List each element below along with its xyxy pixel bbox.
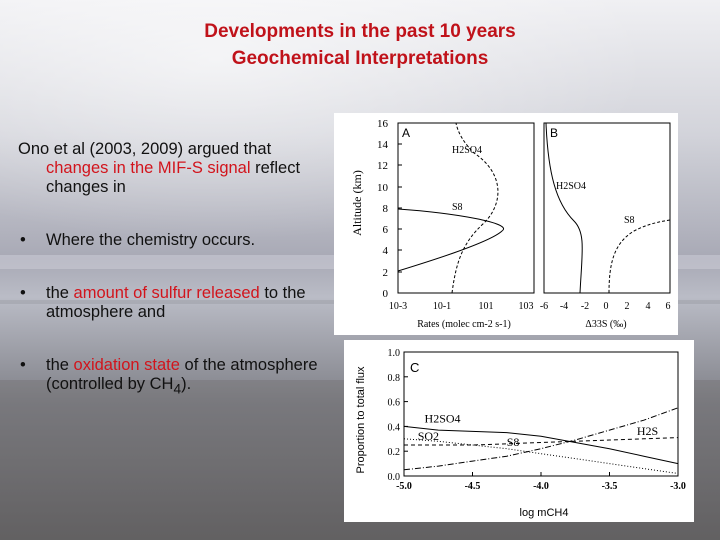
a-x-axis-label: Rates (molec cm-2 s-1) <box>417 319 511 330</box>
series-label-h2s: H2S <box>637 424 658 438</box>
intro-highlight: changes in the MIF-S signal <box>46 159 251 177</box>
intro-text: Ono et al (2003, 2009) argued that <box>18 140 272 158</box>
panel-a-s8-label: S8 <box>452 202 463 213</box>
b-x-tick-label: 4 <box>646 301 651 312</box>
y-tick-label: 0 <box>383 288 389 300</box>
x-tick-label: -4.0 <box>533 481 549 492</box>
a-x-tick-label: 101 <box>479 301 494 312</box>
title-line-1: Developments in the past 10 years <box>204 21 516 42</box>
y-tick-label: 0.8 <box>388 373 401 384</box>
y-tick-label: 6 <box>383 224 389 236</box>
bullet-dot: • <box>20 284 26 302</box>
b-x-axis-label: Δ33S (‰) <box>585 319 626 330</box>
b-x-tick-label: -4 <box>560 301 568 312</box>
a-x-tick-label: 10-3 <box>389 301 407 312</box>
y-tick-label: 1.0 <box>388 348 401 359</box>
b-x-tick-label: -6 <box>540 301 548 312</box>
b-x-tick-label: 2 <box>625 301 630 312</box>
bullet-subscript: 4 <box>173 381 182 397</box>
y-tick-label: 10 <box>377 182 389 194</box>
bullet-text-end: to the atmosphere and <box>46 284 306 321</box>
series-line-h2s <box>403 407 679 471</box>
bullet-dot: • <box>20 231 26 249</box>
bullet-text-end: ). <box>181 375 192 393</box>
intro-text-end: reflect changes in <box>46 159 301 196</box>
series-label-s8: S8 <box>507 435 520 449</box>
x-tick-label: -3.5 <box>602 481 618 492</box>
y-tick-label: 8 <box>383 203 389 215</box>
x-tick-label: -5.0 <box>396 481 412 492</box>
series-label-so2: SO2 <box>418 429 439 443</box>
title-line-2: Geochemical Interpretations <box>231 48 489 69</box>
flux-chart: Proportion to total flux log mCH4 C -5.0… <box>355 348 686 519</box>
x-tick-label: -4.5 <box>465 481 481 492</box>
y-tick-label: 0.6 <box>388 398 401 409</box>
panel-a-letter: A <box>402 126 410 140</box>
bullet-text: the <box>46 284 74 302</box>
series-line-so2 <box>404 437 679 446</box>
panel-b-s8-curve <box>608 219 671 294</box>
bullet-text-mid: of the atmosphere (controlled by CH <box>46 356 318 393</box>
y-tick-label: 0.2 <box>388 447 401 458</box>
panel-b-letter: B <box>550 126 558 140</box>
bullet-highlight: oxidation state <box>73 356 180 374</box>
slide-title: Developments in the past 10 years Geoche… <box>0 18 720 72</box>
a-x-tick-label: 10-1 <box>433 301 451 312</box>
intro-paragraph: Ono et al (2003, 2009) argued that chang… <box>18 140 318 197</box>
y-tick-label: 0.0 <box>388 472 401 483</box>
y-tick-label: 0.4 <box>388 422 401 433</box>
y-tick-label: 12 <box>377 160 388 172</box>
panel-b-s8-label: S8 <box>624 215 635 226</box>
bullet-text: Where the chemistry occurs. <box>46 231 256 249</box>
b-x-tick-label: 0 <box>604 301 609 312</box>
series-line-s8 <box>403 438 679 474</box>
bullet-item: • the amount of sulfur released to the at… <box>18 284 318 322</box>
figure-altitude-panels: Altitude (km) 0 2 4 6 8 10 12 14 16 A B <box>334 113 678 335</box>
y-tick-label: 2 <box>383 267 389 279</box>
bullet-item: • the oxidation state of the atmosphere (… <box>18 356 318 398</box>
y-axis-label: Altitude (km) <box>350 170 364 236</box>
y-tick-marks <box>398 143 402 273</box>
panel-b-frame <box>543 122 671 294</box>
y-tick-label: 4 <box>383 245 389 257</box>
chart-x-axis-label: log mCH4 <box>520 507 569 519</box>
panel-a-h2so4-label: H2SO4 <box>452 145 482 156</box>
y-tick-label: 16 <box>377 118 389 130</box>
chart-y-axis-label: Proportion to total flux <box>355 366 367 474</box>
figure-c-panel: Proportion to total flux log mCH4 C -5.0… <box>344 340 694 522</box>
y-tick-label: 14 <box>377 139 389 151</box>
bullet-highlight: amount of sulfur released <box>73 284 260 302</box>
bullet-list: • Where the chemistry occurs. • the amount… <box>18 231 318 398</box>
series-line-h2so4 <box>403 425 679 465</box>
bullet-dot: • <box>20 356 26 374</box>
x-tick-label: -3.0 <box>670 481 686 492</box>
figure-ab-svg: Altitude (km) 0 2 4 6 8 10 12 14 16 A B <box>350 118 671 330</box>
panel-c-letter: C <box>410 360 419 375</box>
series-label-h2so4: H2SO4 <box>425 412 461 426</box>
panel-b-h2so4-curve <box>545 122 583 294</box>
b-x-tick-label: 6 <box>666 301 671 312</box>
panel-b-h2so4-label: H2SO4 <box>556 181 586 192</box>
panel-a-s8-curve <box>397 208 505 272</box>
b-x-tick-label: -2 <box>581 301 589 312</box>
a-x-tick-label: 103 <box>519 301 534 312</box>
slide-body: Ono et al (2003, 2009) argued that chang… <box>18 140 318 398</box>
bullet-item: • Where the chemistry occurs. <box>18 231 318 250</box>
bullet-text: the <box>46 356 74 374</box>
